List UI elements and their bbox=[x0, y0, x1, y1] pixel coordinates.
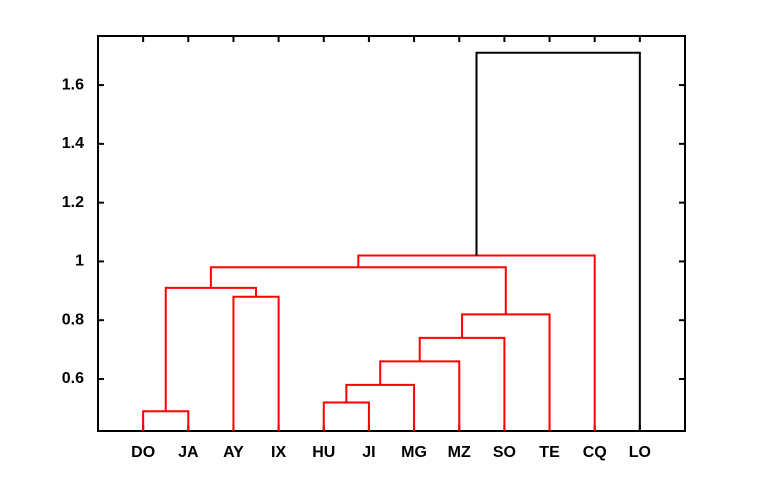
x-tick-label: MG bbox=[401, 444, 427, 461]
link bbox=[461, 313, 551, 431]
x-tick-label: HU bbox=[312, 444, 335, 461]
x-tick-label: DO bbox=[131, 444, 155, 461]
x-tick-label: MZ bbox=[448, 444, 471, 461]
x-tick-label: JI bbox=[362, 444, 375, 461]
x-tick-label: TE bbox=[539, 444, 560, 461]
x-tick-label: LO bbox=[629, 444, 651, 461]
x-tick-label: IX bbox=[271, 444, 286, 461]
x-tick-label: SO bbox=[493, 444, 516, 461]
y-tick-label: 0.8 bbox=[62, 311, 84, 328]
link bbox=[379, 360, 461, 431]
link bbox=[357, 254, 596, 431]
link bbox=[475, 51, 641, 431]
y-tick-label: 1 bbox=[75, 253, 84, 270]
link bbox=[345, 383, 416, 431]
plot-frame bbox=[97, 35, 686, 432]
x-tick-label: JA bbox=[178, 444, 199, 461]
y-tick-label: 1.6 bbox=[62, 76, 84, 93]
link bbox=[164, 286, 258, 412]
y-tick-label: 1.2 bbox=[62, 194, 84, 211]
link bbox=[418, 336, 506, 431]
link bbox=[142, 410, 190, 431]
y-tick-label: 1.4 bbox=[62, 135, 84, 152]
link bbox=[322, 401, 370, 431]
x-tick-label: CQ bbox=[583, 444, 607, 461]
x-tick-label: AY bbox=[223, 444, 244, 461]
y-tick-label: 0.6 bbox=[62, 370, 84, 387]
link bbox=[232, 295, 280, 431]
